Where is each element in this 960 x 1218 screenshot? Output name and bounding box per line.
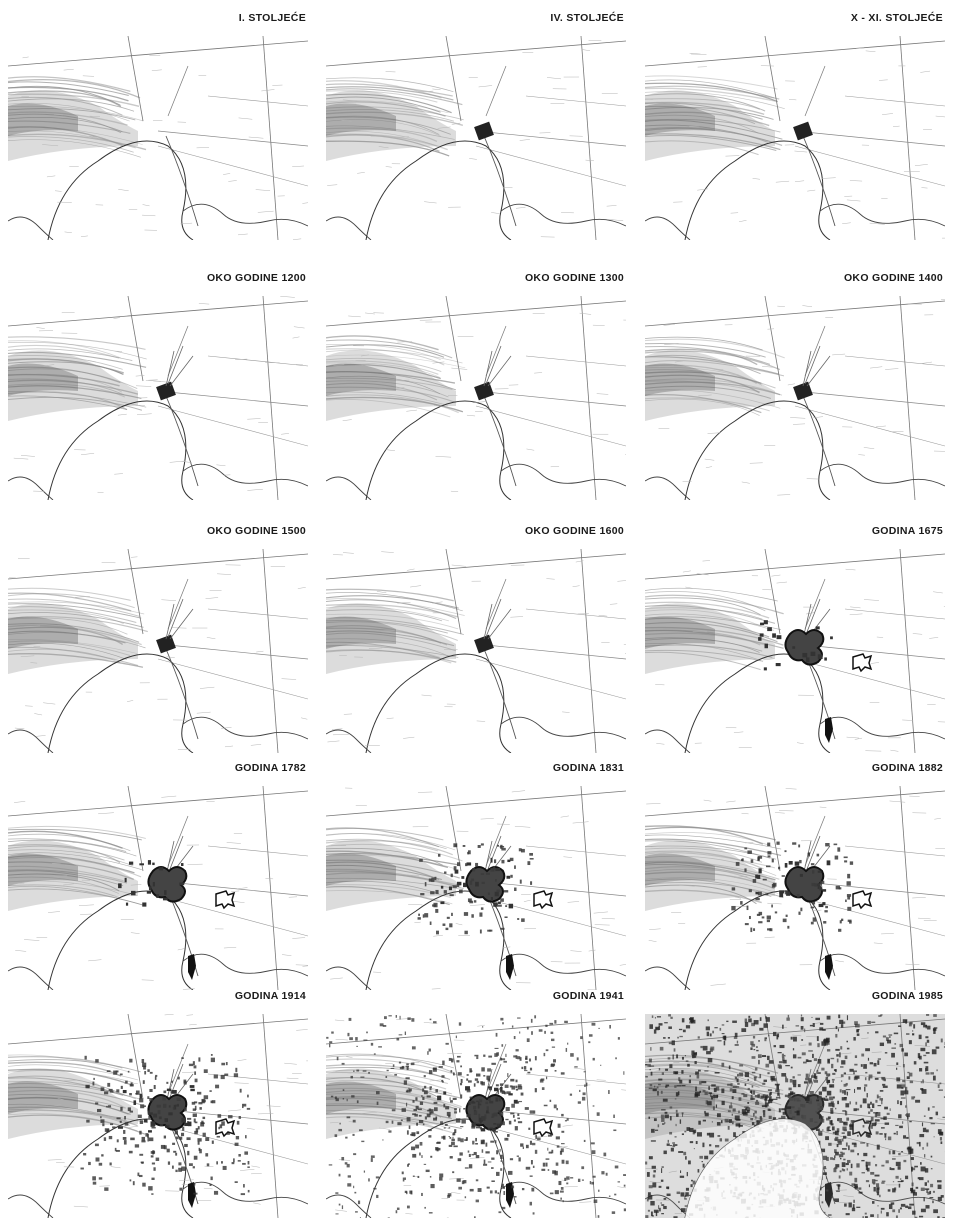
map-panel: GODINA 1675 bbox=[645, 525, 945, 753]
map-panel: GODINA 1782 bbox=[8, 762, 308, 990]
map-image bbox=[8, 786, 308, 990]
map-panel: OKO GODINE 1600 bbox=[326, 525, 626, 753]
map-image bbox=[8, 549, 308, 753]
map-panel-title: OKO GODINE 1500 bbox=[207, 525, 306, 537]
map-panel: X - XI. STOLJEĆE bbox=[645, 12, 945, 240]
map-image bbox=[326, 786, 626, 990]
map-image bbox=[645, 1014, 945, 1218]
map-image bbox=[8, 1014, 308, 1218]
map-image bbox=[326, 36, 626, 240]
map-panel-title: X - XI. STOLJEĆE bbox=[851, 12, 943, 24]
map-panel: GODINA 1914 bbox=[8, 990, 308, 1218]
map-panel-title: I. STOLJEĆE bbox=[239, 12, 306, 24]
map-panel-title: OKO GODINE 1400 bbox=[844, 272, 943, 284]
map-panel: I. STOLJEĆE bbox=[8, 12, 308, 240]
map-image bbox=[8, 296, 308, 500]
map-panel-title: GODINA 1985 bbox=[872, 990, 943, 1002]
map-panel: IV. STOLJEĆE bbox=[326, 12, 626, 240]
map-image bbox=[645, 549, 945, 753]
map-panel: GODINA 1831 bbox=[326, 762, 626, 990]
map-image bbox=[645, 786, 945, 990]
map-panel: GODINA 1941 bbox=[326, 990, 626, 1218]
map-panel: OKO GODINE 1200 bbox=[8, 272, 308, 500]
map-panel-title: GODINA 1675 bbox=[872, 525, 943, 537]
map-panel-title: OKO GODINE 1600 bbox=[525, 525, 624, 537]
map-panel: GODINA 1882 bbox=[645, 762, 945, 990]
map-image bbox=[645, 36, 945, 240]
map-image bbox=[645, 296, 945, 500]
map-panel-title: IV. STOLJEĆE bbox=[550, 12, 624, 24]
map-panel-title: GODINA 1831 bbox=[553, 762, 624, 774]
map-image bbox=[326, 549, 626, 753]
map-panel: OKO GODINE 1300 bbox=[326, 272, 626, 500]
map-image bbox=[326, 1014, 626, 1218]
map-panel-title: GODINA 1882 bbox=[872, 762, 943, 774]
map-panel-title: OKO GODINE 1300 bbox=[525, 272, 624, 284]
map-panel-title: GODINA 1782 bbox=[235, 762, 306, 774]
map-panel: OKO GODINE 1500 bbox=[8, 525, 308, 753]
map-panel-title: OKO GODINE 1200 bbox=[207, 272, 306, 284]
map-panel-title: GODINA 1914 bbox=[235, 990, 306, 1002]
map-image bbox=[8, 36, 308, 240]
map-panel: OKO GODINE 1400 bbox=[645, 272, 945, 500]
map-panel-title: GODINA 1941 bbox=[553, 990, 624, 1002]
map-panel: GODINA 1985 bbox=[645, 990, 945, 1218]
map-image bbox=[326, 296, 626, 500]
